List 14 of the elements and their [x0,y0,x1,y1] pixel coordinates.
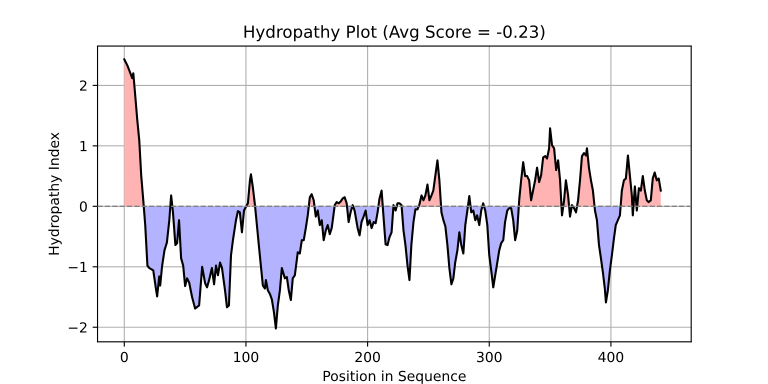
x-tick-label: 300 [477,352,502,362]
y-axis-title: Hydropathy Index [48,132,62,254]
y-tick-label: 1 [80,141,87,152]
x-tick-label: 100 [234,352,258,362]
x-tick-label: 400 [598,352,624,362]
y-tick-label: 0 [80,201,87,212]
x-axis-title: Position in Sequence [324,370,466,384]
chart-title: Hydropathy Plot (Avg Score = -0.23) [244,25,544,42]
y-tick-label: −1 [68,262,87,272]
x-tick-label: 200 [355,352,380,362]
x-tick-label: 0 [120,352,128,362]
line-series [123,58,662,330]
y-tick-label: −2 [68,322,86,333]
y-tick-label: 2 [80,80,86,91]
